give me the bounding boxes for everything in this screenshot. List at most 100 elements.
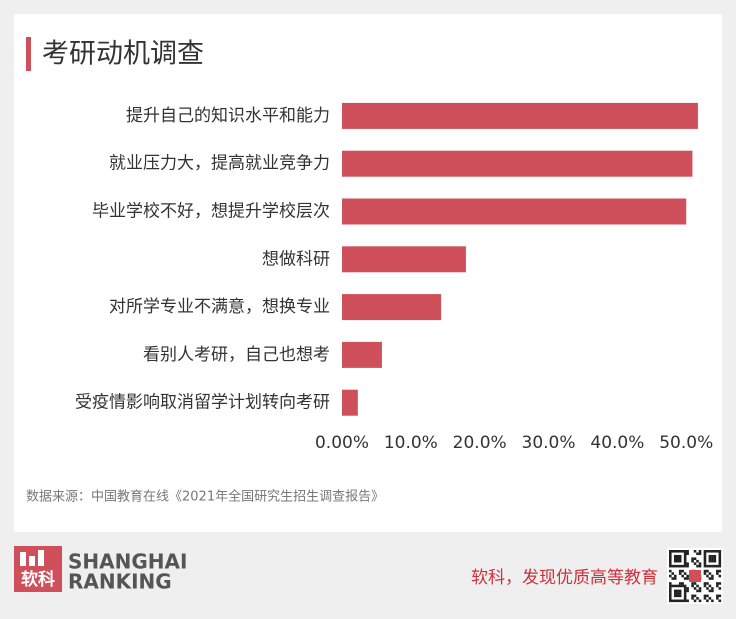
qr-module — [696, 559, 699, 563]
qr-module — [673, 584, 677, 588]
bar — [342, 294, 442, 321]
qr-module — [696, 589, 699, 593]
qr-module — [698, 587, 702, 590]
bar — [342, 198, 687, 225]
qr-module — [713, 554, 717, 558]
qr-module — [718, 552, 722, 556]
qr-module — [716, 550, 719, 553]
qr-module — [669, 597, 672, 600]
qr-module — [669, 599, 672, 603]
qr-pattern — [669, 550, 722, 603]
qr-module — [713, 559, 717, 563]
bar — [342, 341, 382, 368]
qr-module — [676, 550, 680, 553]
qr-module — [683, 559, 687, 563]
qr-module — [686, 564, 689, 568]
qr-module — [703, 559, 707, 563]
x-tick-label: 30.0% — [522, 433, 576, 453]
qr-module — [669, 562, 672, 565]
qr-module — [678, 584, 682, 588]
qr-module — [711, 574, 714, 578]
qr-module — [678, 592, 682, 595]
qr-module — [676, 554, 680, 558]
x-tick-label: 10.0% — [384, 433, 438, 453]
qr-module — [691, 582, 694, 585]
qr-module — [671, 584, 675, 588]
qr-module — [673, 592, 677, 595]
qr-module — [683, 550, 687, 553]
qr-module — [708, 559, 712, 563]
qr-module — [686, 552, 689, 556]
qr-module — [718, 582, 722, 585]
qr-module — [706, 569, 709, 573]
qr-module — [673, 574, 677, 578]
qr-module — [703, 569, 707, 573]
qr-module — [678, 557, 682, 561]
y-tick-label: 看别人考研，自己也想考 — [143, 345, 330, 365]
qr-module — [703, 554, 707, 558]
qr-module — [693, 562, 697, 565]
qr-module — [708, 584, 712, 588]
qr-module — [681, 564, 684, 568]
qr-module — [669, 574, 672, 578]
qr-module — [683, 584, 687, 588]
qr-module — [676, 559, 680, 563]
qr-module — [693, 557, 697, 561]
y-tick-label: 提升自己的知识水平和能力 — [126, 106, 330, 126]
qr-module — [711, 564, 714, 568]
qr-module — [708, 557, 712, 561]
qr-module — [693, 587, 697, 590]
qr-module — [718, 557, 722, 561]
qr-module — [669, 559, 672, 563]
qr-module — [706, 587, 709, 590]
qr-module — [676, 584, 680, 588]
qr-module — [718, 599, 722, 603]
x-tick-label: 50.0% — [659, 433, 713, 453]
qr-module — [698, 550, 702, 553]
qr-module — [669, 592, 672, 595]
qr-module — [708, 577, 712, 580]
qr-module — [673, 550, 677, 553]
qr-module — [706, 550, 709, 553]
qr-module — [683, 589, 687, 593]
qr-module — [716, 569, 719, 573]
qr-module — [673, 594, 677, 598]
qr-center — [689, 570, 701, 582]
qr-module — [696, 597, 699, 600]
qr-module — [686, 550, 689, 553]
qr-module — [706, 594, 709, 598]
qr-module — [676, 557, 680, 561]
logo-text: 软科 — [21, 569, 55, 590]
qr-module — [698, 564, 702, 568]
qr-module — [678, 599, 682, 603]
qr-module — [718, 562, 722, 565]
qr-module — [703, 584, 707, 588]
qr-module — [671, 550, 675, 553]
bar — [342, 150, 693, 177]
logo-bar — [20, 552, 26, 566]
qr-module — [698, 562, 702, 565]
qr-module — [708, 564, 712, 568]
qr-module — [673, 599, 677, 603]
qr-module — [711, 589, 714, 593]
qr-module — [683, 564, 687, 568]
qr-module — [691, 584, 694, 588]
bar — [342, 246, 466, 273]
qr-module — [708, 597, 712, 600]
qr-module — [676, 599, 680, 603]
qr-module — [706, 564, 709, 568]
qr-module — [669, 569, 672, 573]
qr-module — [716, 564, 719, 568]
qr-module — [669, 550, 672, 553]
qr-module — [669, 564, 672, 568]
qr-module — [708, 554, 712, 558]
qr-module — [693, 594, 697, 598]
qr-module — [703, 594, 707, 598]
qr-module — [678, 554, 682, 558]
qr-module — [711, 599, 714, 603]
qr-module — [713, 557, 717, 561]
qr-module — [669, 557, 672, 561]
qr-module — [693, 599, 697, 603]
qr-module — [703, 564, 707, 568]
qr-module — [673, 564, 677, 568]
